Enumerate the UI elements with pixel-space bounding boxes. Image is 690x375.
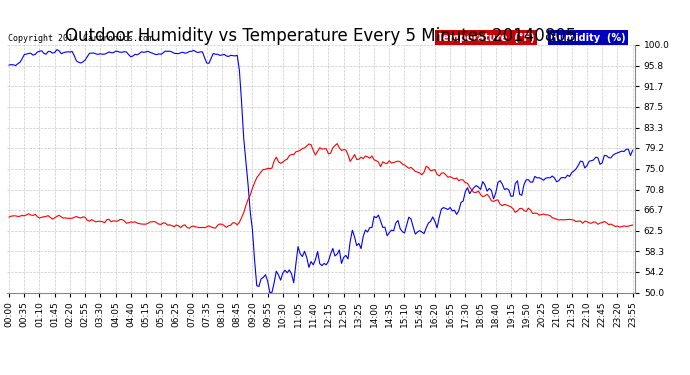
Text: Temperature  (°F): Temperature (°F) (437, 33, 535, 42)
Title: Outdoor Humidity vs Temperature Every 5 Minutes 20140805: Outdoor Humidity vs Temperature Every 5 … (66, 27, 576, 45)
Text: Humidity  (%): Humidity (%) (550, 33, 626, 42)
Text: Copyright 2014 Cartronics.com: Copyright 2014 Cartronics.com (8, 33, 152, 42)
